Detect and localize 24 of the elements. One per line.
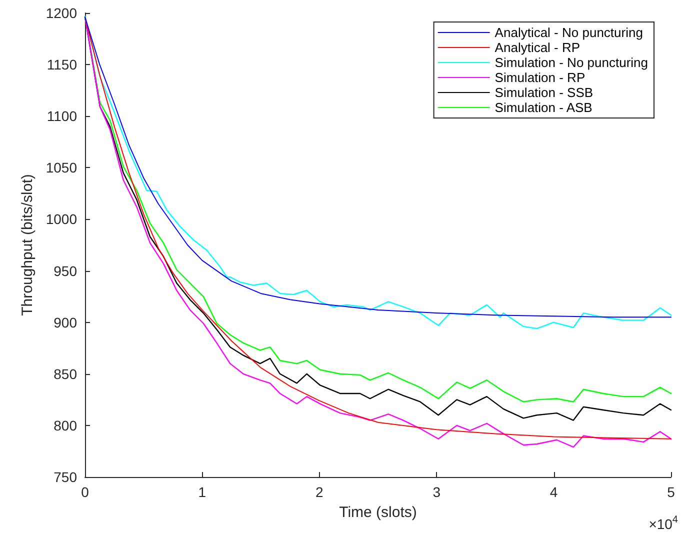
y-axis-title: Throughput (bits/slot) (18, 174, 36, 316)
y-tick-label: 1150 (46, 56, 78, 73)
y-tick-label: 1100 (46, 108, 78, 124)
x-tick-label: 1 (198, 484, 206, 500)
y-tick-label: 1200 (46, 5, 78, 21)
y-tick-label: 1000 (46, 211, 78, 228)
y-tick-label: 750 (54, 469, 78, 485)
x-tick-label: 5 (667, 484, 676, 500)
y-tick-label: 1050 (46, 160, 78, 176)
y-tick-label: 900 (54, 314, 78, 330)
y-tick-label: 850 (54, 366, 78, 382)
x-tick-label: 0 (81, 484, 90, 500)
y-tick-label: 800 (54, 417, 78, 434)
x-tick-label: 3 (432, 484, 441, 500)
x-tick-label: 2 (316, 484, 324, 500)
legend-label: Simulation - RP (494, 70, 586, 85)
legend-label: Simulation - ASB (494, 100, 592, 115)
legend-label: Simulation - No puncturing (494, 55, 648, 70)
legend-label: Simulation - SSB (494, 85, 594, 100)
legend-label: Analytical - No puncturing (494, 25, 643, 40)
y-tick-label: 950 (54, 262, 78, 279)
x-tick-label: 4 (550, 484, 558, 500)
legend-label: Analytical - RP (494, 40, 580, 55)
x-axis-title: Time (slots) (339, 504, 417, 521)
